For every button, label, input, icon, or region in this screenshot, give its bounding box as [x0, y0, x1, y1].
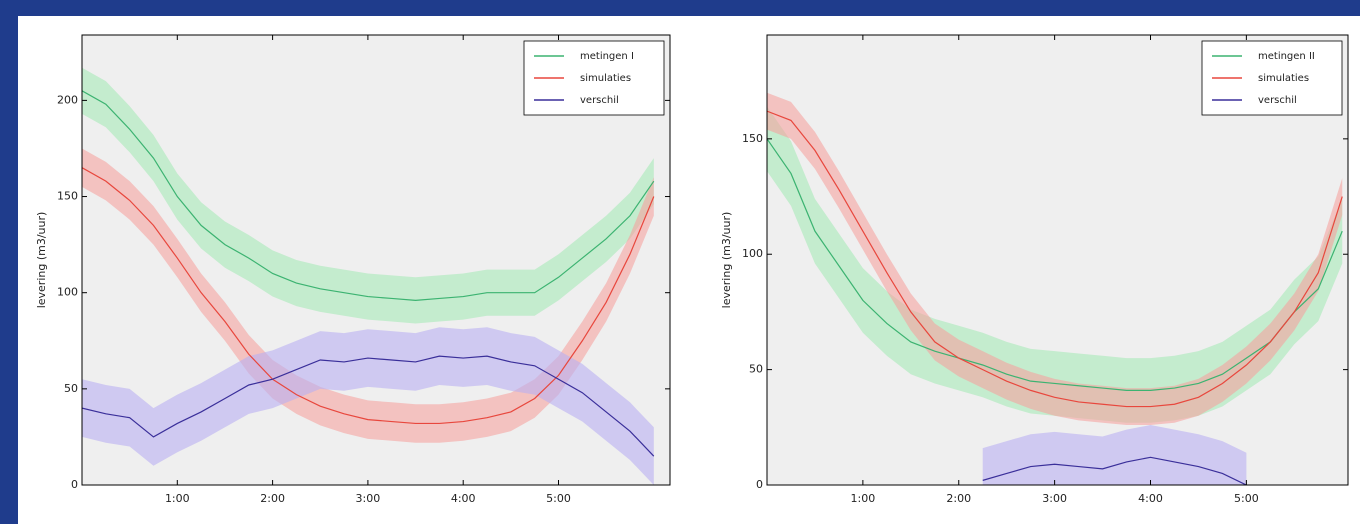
- error-band: [767, 106, 1343, 423]
- y-tick-label: 0: [756, 478, 763, 491]
- y-tick-label: 150: [57, 190, 78, 203]
- legend-label: metingen II: [1258, 51, 1315, 62]
- x-tick-label: 3:00: [356, 492, 381, 505]
- legend-label: simulaties: [580, 73, 631, 84]
- plot-border: [81, 34, 671, 486]
- x-tick-label: 4:00: [1138, 492, 1163, 505]
- y-axis-label: levering (m3/uur): [720, 212, 733, 309]
- error-band: [82, 148, 654, 443]
- plot-border: [766, 34, 1349, 486]
- legend-label: verschil: [1258, 95, 1297, 106]
- series-line: [82, 90, 655, 301]
- series-line: [767, 138, 1343, 391]
- legend-label: simulaties: [1258, 73, 1309, 84]
- plot: [767, 92, 1343, 485]
- y-tick-label: 100: [742, 247, 763, 260]
- x-tick-label: 1:00: [165, 492, 190, 505]
- legend-label: metingen I: [580, 51, 634, 62]
- chart: 0 50 100 150 200 1:00 2:00 3:00 4:00 5:00 levering…: [35, 34, 671, 505]
- x-tick-label: 2:00: [946, 492, 971, 505]
- chart: 0 50 100 150 1:00 2:00 3:00 4:00 5:00 levering (m…: [720, 34, 1349, 505]
- y-tick-label: 100: [57, 286, 78, 299]
- y-tick-label: 150: [742, 132, 763, 145]
- x-tick-label: 4:00: [451, 492, 476, 505]
- error-band: [767, 92, 1343, 425]
- x-tick-label: 3:00: [1042, 492, 1067, 505]
- legend-label: verschil: [580, 95, 619, 106]
- series-line: [82, 167, 655, 425]
- series-line: [982, 456, 1247, 485]
- y-tick-label: 50: [64, 382, 78, 395]
- x-tick-label: 1:00: [851, 492, 876, 505]
- y-tick-label: 0: [71, 478, 78, 491]
- x-tick-label: 5:00: [546, 492, 571, 505]
- plot: [82, 67, 655, 485]
- error-band: [82, 67, 654, 324]
- error-band: [982, 425, 1247, 485]
- series-line: [767, 110, 1343, 408]
- x-tick-label: 2:00: [260, 492, 285, 505]
- y-tick-label: 200: [57, 93, 78, 106]
- series-line: [82, 355, 655, 457]
- x-tick-label: 5:00: [1234, 492, 1259, 505]
- y-axis-label: levering (m3/uur): [35, 212, 48, 309]
- y-tick-label: 50: [749, 363, 763, 376]
- error-band: [82, 327, 654, 485]
